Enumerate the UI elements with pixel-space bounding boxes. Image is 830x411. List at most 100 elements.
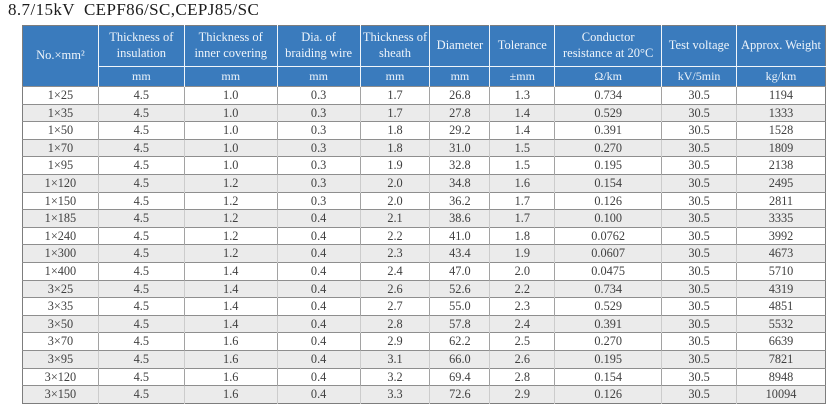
table-cell: 0.270 [554, 332, 662, 351]
table-cell: 4.5 [97, 226, 185, 245]
table-cell: 4.5 [97, 367, 185, 386]
table-header: No.×mm² Thickness of insulation Thickness … [22, 25, 826, 87]
table-cell: 0.4 [276, 209, 361, 228]
table-cell: 0.3 [276, 103, 361, 122]
table-cell: 0.100 [554, 209, 662, 228]
table-cell: 30.5 [661, 173, 737, 193]
table-cell: 30.5 [661, 314, 737, 333]
table-cell: 1.2 [183, 209, 278, 228]
cell-size: 3×70 [22, 332, 99, 351]
table-cell: 4.5 [97, 349, 185, 368]
table-cell: 1.4 [183, 279, 278, 298]
table-cell: 1.8 [359, 121, 430, 140]
table-cell: 1.4 [183, 297, 278, 316]
table-cell: 2.2 [489, 279, 555, 298]
table-row: 1×25 4.5 1.0 0.3 1.7 26.8 1.3 0.734 30.5 1194 [22, 86, 826, 105]
table-cell: 1.0 [183, 121, 278, 140]
table-cell: 66.0 [429, 349, 490, 368]
table-cell: 7821 [736, 349, 826, 368]
table-cell: 41.0 [429, 226, 490, 245]
column-unit: ±mm [489, 66, 555, 87]
table-cell: 30.5 [661, 138, 737, 157]
table-cell: 0.195 [554, 156, 662, 175]
table-cell: 62.2 [429, 332, 490, 351]
column-header: Dia. of braiding wire [276, 25, 361, 67]
column-header: Approx. Weight [736, 25, 826, 67]
table-cell: 52.6 [429, 279, 490, 298]
table-cell: 1.4 [183, 314, 278, 333]
table-cell: 1.3 [489, 86, 555, 105]
table-cell: 55.0 [429, 297, 490, 316]
table-row: 1×300 4.5 1.2 0.4 2.3 43.4 1.9 0.0607 30.5 4673 [22, 244, 826, 263]
cell-size: 1×25 [22, 86, 99, 105]
table-cell: 4.5 [97, 173, 185, 193]
column-header: Thickness of inner covering [183, 25, 278, 67]
table-cell: 0.270 [554, 138, 662, 157]
table-cell: 30.5 [661, 297, 737, 316]
table-cell: 47.0 [429, 261, 490, 281]
table-cell: 0.4 [276, 332, 361, 351]
table-cell: 2.9 [489, 385, 555, 404]
table-cell: 3.2 [359, 367, 430, 386]
table-row: 1×400 4.5 1.4 0.4 2.4 47.0 2.0 0.0475 30.5 5710 [22, 261, 826, 281]
table-cell: 10094 [736, 385, 826, 404]
table-cell: 1.5 [489, 156, 555, 175]
table-cell: 1194 [736, 86, 826, 105]
table-cell: 1528 [736, 121, 826, 140]
cell-size: 3×150 [22, 385, 99, 404]
table-cell: 1.4 [489, 103, 555, 122]
table-cell: 30.5 [661, 261, 737, 281]
table-cell: 38.6 [429, 209, 490, 228]
table-cell: 30.5 [661, 209, 737, 228]
table-cell: 26.8 [429, 86, 490, 105]
table-cell: 43.4 [429, 244, 490, 263]
table-cell: 5532 [736, 314, 826, 333]
table-cell: 2.4 [489, 314, 555, 333]
table-cell: 2.4 [359, 261, 430, 281]
table-cell: 4673 [736, 244, 826, 263]
table-cell: 2.2 [359, 226, 430, 245]
table-cell: 4.5 [97, 297, 185, 316]
table-cell: 8948 [736, 367, 826, 386]
table-cell: 30.5 [661, 121, 737, 140]
table-cell: 0.4 [276, 261, 361, 281]
table-cell: 1.9 [359, 156, 430, 175]
table-row: 3×25 4.5 1.4 0.4 2.6 52.6 2.2 0.734 30.5 4319 [22, 279, 826, 298]
table-cell: 1.0 [183, 86, 278, 105]
table-cell: 0.3 [276, 121, 361, 140]
table-cell: 0.126 [554, 385, 662, 404]
table-cell: 4.5 [97, 385, 185, 404]
table-cell: 4.5 [97, 156, 185, 175]
table-cell: 0.0475 [554, 261, 662, 281]
table-cell: 1.6 [183, 349, 278, 368]
table-cell: 0.4 [276, 385, 361, 404]
table-cell: 0.734 [554, 86, 662, 105]
cell-size: 1×185 [22, 209, 99, 228]
table-cell: 1.5 [489, 138, 555, 157]
table-cell: 4319 [736, 279, 826, 298]
table-cell: 4.5 [97, 332, 185, 351]
table-cell: 4.5 [97, 191, 185, 210]
table-cell: 2.7 [359, 297, 430, 316]
table-row: 1×70 4.5 1.0 0.3 1.8 31.0 1.5 0.270 30.5 1809 [22, 138, 826, 157]
table-row: 3×50 4.5 1.4 0.4 2.8 57.8 2.4 0.391 30.5 5532 [22, 314, 826, 333]
table-cell: 69.4 [429, 367, 490, 386]
table-cell: 0.4 [276, 349, 361, 368]
table-row: 1×35 4.5 1.0 0.3 1.7 27.8 1.4 0.529 30.5 1333 [22, 103, 826, 122]
column-unit: mm [359, 66, 430, 87]
table-cell: 36.2 [429, 191, 490, 210]
table-cell: 1.7 [489, 209, 555, 228]
table-cell: 2.3 [359, 244, 430, 263]
column-unit: kV/5min [661, 66, 737, 87]
table-row: 1×150 4.5 1.2 0.3 2.0 36.2 1.7 0.126 30.5 2811 [22, 191, 826, 210]
table-cell: 0.154 [554, 367, 662, 386]
table-cell: 1.7 [359, 103, 430, 122]
table-cell: 1.2 [183, 244, 278, 263]
table-cell: 2495 [736, 173, 826, 193]
table-cell: 2.0 [359, 191, 430, 210]
column-unit: mm [97, 66, 185, 87]
column-unit: mm [429, 66, 490, 87]
column-header: Test voltage [661, 25, 737, 67]
table-row: 3×120 4.5 1.6 0.4 3.2 69.4 2.8 0.154 30.5 8948 [22, 367, 826, 386]
